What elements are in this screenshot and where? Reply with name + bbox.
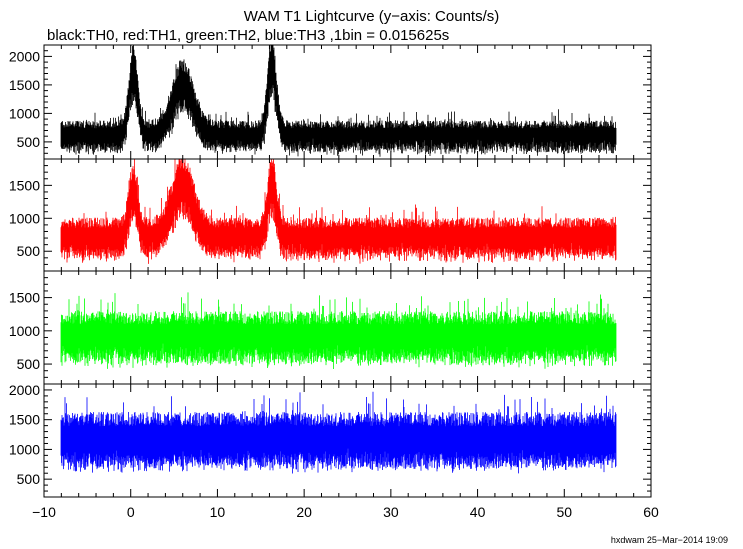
y-tick-label: 2000 bbox=[9, 382, 40, 398]
footer-stamp: hxdwam 25−Mar−2014 19:09 bbox=[610, 535, 728, 545]
x-tick-label: 60 bbox=[643, 504, 659, 520]
x-tick-label: 40 bbox=[470, 504, 486, 520]
x-tick-label: 0 bbox=[127, 504, 135, 520]
y-tick-label: 1500 bbox=[9, 177, 40, 193]
y-tick-label: 1000 bbox=[9, 210, 40, 226]
y-tick-label: 500 bbox=[17, 134, 41, 150]
y-tick-label: 1000 bbox=[9, 323, 40, 339]
y-tick-label: 1500 bbox=[9, 290, 40, 306]
chart-title: WAM T1 Lightcurve (y−axis: Counts/s) bbox=[243, 8, 500, 25]
panel-th3: 500 1000 1500 2000 bbox=[9, 382, 652, 498]
panel-th1: 500 1000 1500 bbox=[9, 158, 652, 272]
x-tick-label: 20 bbox=[296, 504, 312, 520]
chart-subtitle: black:TH0, red:TH1, green:TH2, blue:TH3 … bbox=[47, 27, 450, 44]
panel-th0: 500 1000 1500 2000 bbox=[9, 44, 652, 160]
series-th2 bbox=[60, 292, 617, 369]
y-tick-label: 2000 bbox=[9, 48, 40, 64]
y-tick-label: 500 bbox=[17, 471, 41, 487]
series-th1 bbox=[60, 159, 617, 264]
x-tick-label: −10 bbox=[32, 504, 56, 520]
y-tick-label: 1500 bbox=[9, 412, 40, 428]
x-tick-label: 10 bbox=[210, 504, 226, 520]
panel-th2: 500 1000 1500 bbox=[9, 270, 652, 385]
y-tick-label: 1000 bbox=[9, 441, 40, 457]
series-th3 bbox=[60, 391, 617, 474]
y-tick-label: 1500 bbox=[9, 77, 40, 93]
panel-frame bbox=[43, 383, 652, 498]
x-tick-label: 30 bbox=[383, 504, 399, 520]
y-tick-label: 500 bbox=[17, 243, 41, 259]
y-tick-label: 500 bbox=[17, 356, 41, 372]
series-th0 bbox=[60, 45, 617, 157]
y-tick-label: 1000 bbox=[9, 105, 40, 121]
x-tick-label: 50 bbox=[556, 504, 572, 520]
